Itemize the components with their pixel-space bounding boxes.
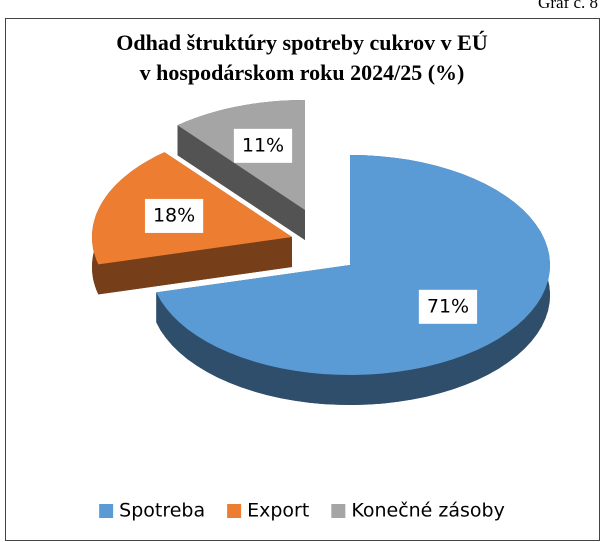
data-label: 18% [153,204,195,226]
data-label: 11% [242,134,284,156]
legend-swatch [227,504,242,518]
legend-swatch [331,504,346,518]
data-label-box [233,128,293,163]
data-label-box [144,198,204,233]
caption: Graf č. 8 [538,0,598,12]
slice-side [177,125,305,240]
chart-title: Odhad štruktúry spotreby cukrov v EÚ [116,30,488,55]
legend-label: Export [247,500,309,522]
data-label-box [418,289,478,324]
legend-label: Spotreba [119,500,205,522]
slice-side [98,237,292,295]
chart-title: v hospodárskom roku 2024/25 (%) [140,60,465,85]
legend-swatch [99,504,114,518]
data-label: 71% [427,295,469,317]
legend-label: Konečné zásoby [351,500,505,522]
